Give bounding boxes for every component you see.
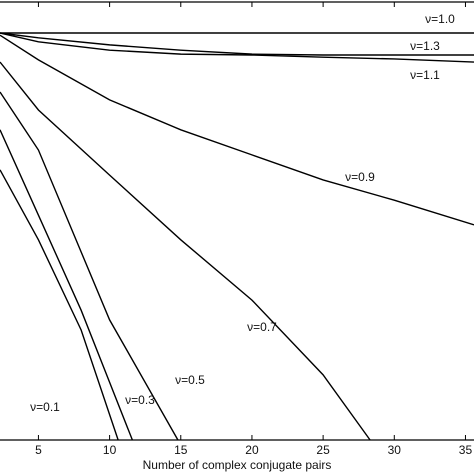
series-label: ν=1.3 (410, 39, 440, 53)
x-tick-label: 15 (174, 443, 188, 457)
line (0, 34, 474, 226)
series-label: ν=1.0 (425, 12, 455, 26)
series-label: ν=0.5 (175, 373, 205, 387)
line (0, 32, 474, 56)
series-label: ν=1.1 (410, 68, 440, 82)
x-tick-label: 5 (35, 443, 42, 457)
series-label: ν=0.3 (125, 393, 155, 407)
x-tick-label: 20 (245, 443, 259, 457)
x-tick-label: 35 (459, 443, 473, 457)
x-axis-label: Number of complex conjugate pairs (143, 458, 332, 472)
x-tick-label: 10 (103, 443, 117, 457)
line (0, 91, 179, 441)
line (0, 61, 371, 441)
x-tick-label: 30 (388, 443, 402, 457)
line (0, 32, 474, 63)
series-label: ν=0.7 (247, 320, 277, 334)
series-label: ν=0.9 (345, 170, 375, 184)
x-tick-label: 25 (316, 443, 330, 457)
line (0, 169, 119, 441)
line (0, 129, 134, 441)
series-label: ν=0.1 (30, 400, 60, 414)
